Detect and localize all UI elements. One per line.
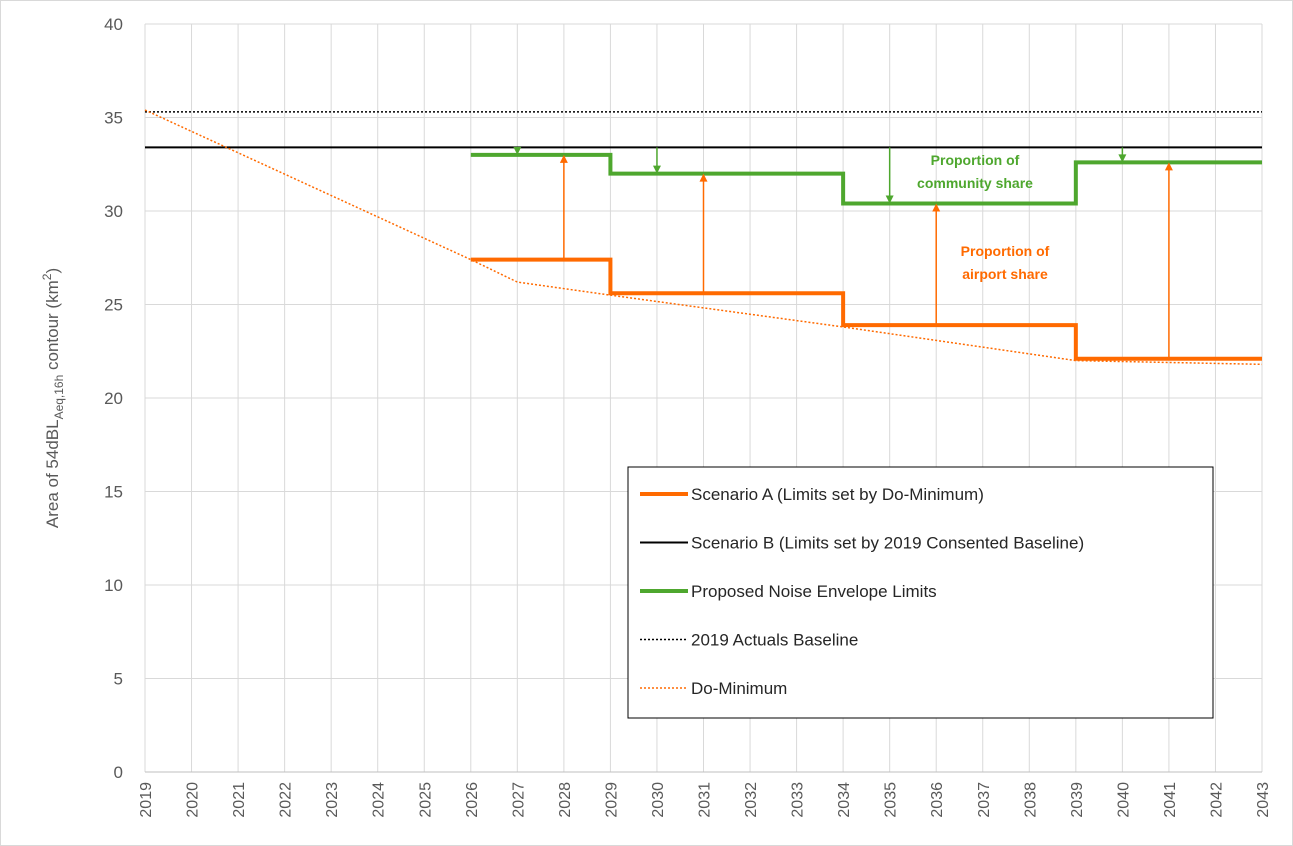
legend-box: [627, 466, 1214, 719]
y-tick-label: 20: [104, 389, 123, 408]
x-tick-label: 2033: [790, 782, 807, 818]
y-tick-label: 10: [104, 576, 123, 595]
series-line: [470, 257, 1262, 361]
annotation: airport share: [962, 266, 1048, 282]
x-tick-label: 2041: [1162, 782, 1179, 818]
arrow-head: [559, 154, 568, 163]
arrow-head: [932, 203, 941, 212]
arrow-head: [885, 195, 894, 204]
y-tick-label: 15: [104, 483, 123, 502]
annotation: Proportion of: [931, 152, 1020, 168]
x-tick-label: 2042: [1208, 782, 1225, 818]
arrow-head: [1118, 154, 1127, 163]
y-label-sup: 2: [40, 273, 54, 280]
x-tick-label: 2029: [603, 782, 620, 818]
x-tick-label: 2024: [371, 782, 388, 818]
arrow-head: [652, 165, 661, 174]
y-label-sub: Aeq,16h: [52, 375, 66, 420]
y-tick-label: 5: [114, 670, 123, 689]
y-label-part: Area of 54dBL: [43, 419, 62, 528]
legend-label: Scenario A (Limits set by Do-Minimum): [691, 485, 984, 504]
x-tick-label: 2027: [510, 782, 527, 818]
legend-label: Do-Minimum: [691, 679, 787, 698]
arrow-head: [1164, 162, 1173, 171]
x-tick-label: 2028: [557, 782, 574, 818]
x-tick-label: 2021: [231, 782, 248, 818]
y-tick-label: 30: [104, 202, 123, 221]
series-line: [144, 109, 1263, 366]
arrow-head: [699, 173, 708, 182]
x-tick-label: 2031: [697, 782, 714, 818]
x-tick-label: 2025: [417, 782, 434, 818]
x-tick-label: 2043: [1255, 782, 1272, 818]
y-label-part: contour (km: [43, 280, 62, 374]
x-tick-label: 2035: [883, 782, 900, 818]
x-tick-label: 2023: [324, 782, 341, 818]
legend-label: 2019 Actuals Baseline: [691, 631, 858, 650]
x-tick-label: 2040: [1115, 782, 1132, 818]
legend-label: Proposed Noise Envelope Limits: [691, 582, 937, 601]
y-tick-label: 0: [114, 763, 123, 782]
x-tick-label: 2037: [976, 782, 993, 818]
annotation: Proportion of: [961, 243, 1050, 259]
y-tick-label: 35: [104, 109, 123, 128]
annotation: community share: [917, 175, 1033, 191]
y-tick-label: 40: [104, 15, 123, 34]
y-tick-label: 25: [104, 296, 123, 315]
x-tick-label: 2019: [138, 782, 155, 818]
legend-label: Scenario B (Limits set by 2019 Consented…: [691, 534, 1084, 553]
y-axis-label: Area of 54dBLAeq,16h contour (km2): [40, 268, 66, 528]
x-tick-label: 2020: [185, 782, 202, 818]
series-line: [470, 152, 1262, 206]
x-tick-label: 2034: [836, 782, 853, 818]
x-tick-label: 2026: [464, 782, 481, 818]
arrow-head: [513, 146, 522, 155]
y-label-part: ): [43, 268, 62, 274]
x-tick-label: 2038: [1022, 782, 1039, 818]
x-tick-label: 2032: [743, 782, 760, 818]
x-tick-label: 2030: [650, 782, 667, 818]
x-tick-label: 2036: [929, 782, 946, 818]
x-tick-label: 2022: [278, 782, 295, 818]
x-tick-label: 2039: [1069, 782, 1086, 818]
